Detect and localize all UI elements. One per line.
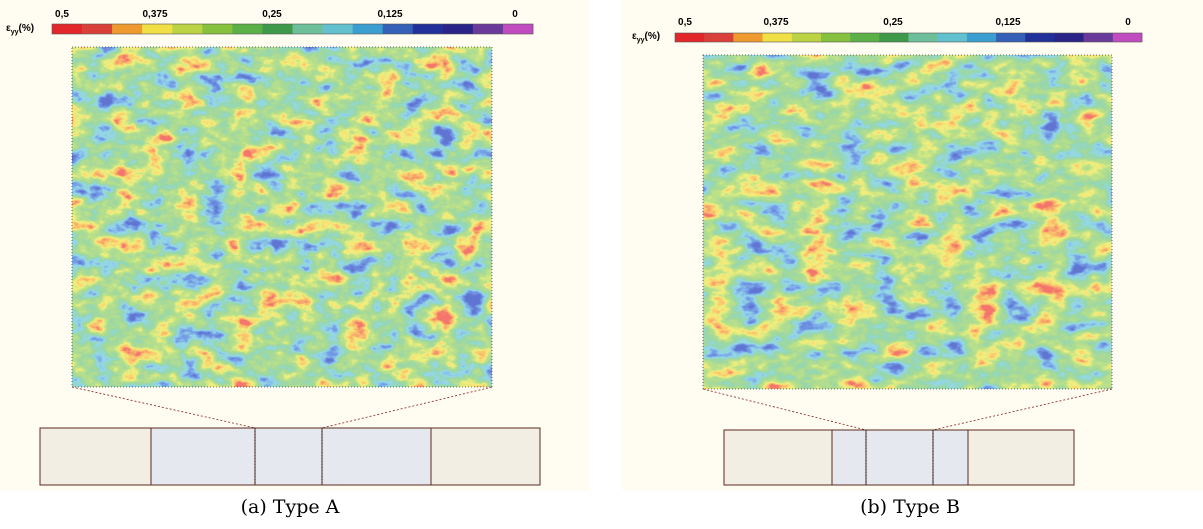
panel: εyy(%) 0,5 0,375 0,25 0,125 0 (a) Type A — [0, 0, 590, 518]
colorbar-segment — [52, 24, 83, 34]
zoom-line — [71, 386, 256, 429]
colorbar-tick-label: 0,125 — [377, 9, 402, 20]
colorbar-tick-label: 0,375 — [142, 9, 167, 20]
colorbar-segment — [502, 24, 534, 34]
colorbar-segment — [412, 24, 444, 34]
specimen-section — [967, 429, 1075, 486]
specimen-section — [831, 429, 867, 486]
colorbar-frame — [674, 32, 1143, 43]
colorbar-segment — [937, 33, 968, 42]
colorbar-segment — [996, 33, 1026, 42]
caption: (b) Type B — [860, 496, 960, 518]
colorbar-segment — [112, 24, 143, 34]
colorbar-label: εyy(%) — [632, 31, 660, 44]
colorbar-tick-label: 0,25 — [262, 9, 282, 20]
colorbar-segment — [762, 33, 793, 42]
colorbar-tick-label: 0,5 — [678, 17, 692, 28]
panel: εyy(%) 0,5 0,375 0,25 0,125 0 (b) Type B — [622, 0, 1203, 518]
specimen-section — [254, 427, 323, 486]
strain-map-frame — [702, 54, 1113, 390]
caption: (a) Type A — [241, 496, 340, 518]
zoom-line — [932, 388, 1113, 431]
colorbar-subscript: yy — [11, 29, 19, 36]
colorbar-tick-label: 0,125 — [995, 17, 1020, 28]
colorbar-segment — [142, 24, 173, 34]
specimen-section — [723, 429, 833, 486]
strain-map — [703, 55, 1112, 389]
colorbar-segment — [202, 24, 233, 34]
specimen-section — [150, 427, 256, 486]
colorbar-tick-label: 0,25 — [883, 17, 903, 28]
colorbar-tick-label: 0 — [512, 9, 518, 20]
strain-map-frame — [71, 46, 493, 388]
colorbar-segment — [442, 24, 474, 34]
specimen-section — [321, 427, 432, 486]
colorbar-segment — [850, 33, 880, 42]
colorbar-segment — [262, 24, 293, 34]
colorbar-tick-label: 0,5 — [55, 9, 69, 20]
colorbar-symbol: ε — [632, 31, 637, 42]
colorbar-unit: (%) — [19, 23, 35, 34]
colorbar-segment — [1112, 33, 1143, 42]
colorbar-label: εyy(%) — [6, 23, 34, 36]
colorbar-segment — [791, 33, 822, 42]
colorbar-segment — [1083, 33, 1114, 42]
colorbar-segment — [908, 33, 938, 42]
colorbar-segment — [472, 24, 504, 34]
strain-map — [72, 47, 492, 387]
colorbar-frame — [51, 23, 534, 35]
colorbar-symbol: ε — [6, 23, 11, 34]
zoom-line — [321, 386, 493, 429]
specimen-section — [932, 429, 969, 486]
colorbar-subscript: yy — [637, 37, 645, 44]
colorbar-segment — [1025, 33, 1055, 42]
colorbar-segment — [704, 33, 734, 42]
specimen-section — [39, 427, 152, 486]
colorbar-segment — [352, 24, 383, 34]
colorbar-tick-label: 0 — [1125, 17, 1131, 28]
colorbar-segment — [733, 33, 763, 42]
colorbar-segment — [322, 24, 353, 34]
colorbar-segment — [382, 24, 414, 34]
colorbar-segment — [1054, 33, 1084, 42]
colorbar-segment — [292, 24, 323, 34]
colorbar-unit: (%) — [645, 31, 661, 42]
colorbar-segment — [172, 24, 203, 34]
colorbar-segment — [232, 24, 263, 34]
colorbar-segment — [675, 33, 705, 42]
colorbar-segment — [82, 24, 113, 34]
colorbar-segment — [966, 33, 997, 42]
specimen-section — [430, 427, 541, 486]
zoom-line — [702, 388, 867, 431]
specimen-section — [865, 429, 934, 486]
colorbar-tick-label: 0,375 — [763, 17, 788, 28]
colorbar-segment — [879, 33, 909, 42]
colorbar-segment — [820, 33, 851, 42]
